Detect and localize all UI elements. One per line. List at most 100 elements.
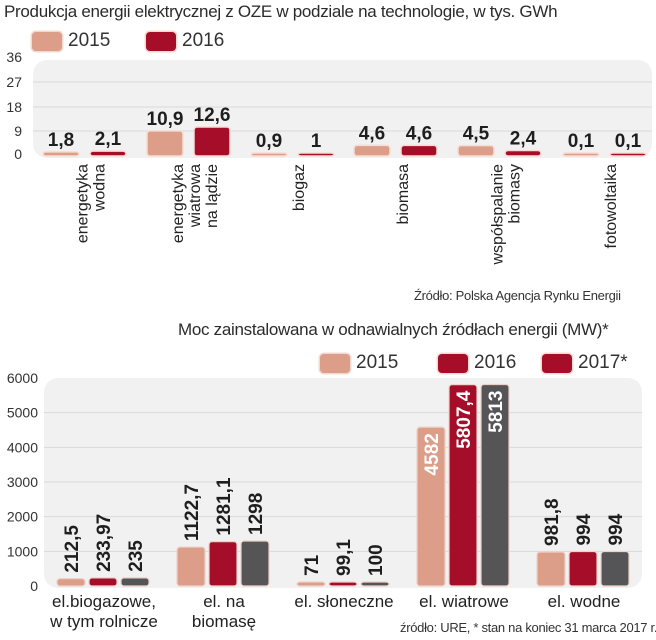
chart2-bar-value-label: 235 (126, 540, 147, 572)
chart1-bar-2015 (562, 152, 600, 157)
chart1-category-label: biogaz (291, 164, 308, 211)
chart2-bar-value-label: 233,97 (94, 514, 115, 572)
chart1-bar-2015 (42, 151, 80, 157)
chart1-category-label: współspalanie (490, 164, 507, 266)
legend-swatch-2015 (32, 31, 62, 51)
chart2-bar-2015 (536, 551, 566, 587)
chart2-bar-value-label: 1298 (246, 493, 267, 535)
chart2-bar-2017 (120, 577, 150, 587)
chart1-bar-value-label: 2,4 (510, 128, 537, 149)
chart2-ytick-label: 3000 (7, 474, 38, 490)
chart1-category-label: wodna (92, 164, 109, 212)
chart2-bar-value-label: 994 (606, 513, 627, 545)
chart2-category-label: w tym rolnicze (49, 612, 158, 631)
chart2-bar-value-label: 4582 (422, 433, 443, 475)
chart1-bar-2016 (193, 126, 231, 157)
chart1-ytick-label: 18 (6, 99, 22, 115)
chart2-bar-value-label: 100 (366, 544, 387, 576)
chart2-bar-2015 (176, 546, 206, 587)
chart1-bar-2015 (457, 144, 495, 157)
chart1-bar-value-label: 0,9 (256, 131, 282, 152)
chart2-bar-value-label: 994 (574, 513, 595, 545)
chart2-bar-value-label: 99,1 (334, 539, 355, 576)
chart1-source: Źródło: Polska Agencja Rynku Energii (414, 288, 621, 303)
chart2-category-label: el. na (203, 592, 245, 611)
chart1-bar-2015 (353, 144, 391, 157)
chart2-bar-value-label: 212,5 (62, 525, 83, 573)
chart2-ytick-label: 1000 (7, 543, 38, 559)
chart1-bar-2016 (400, 144, 438, 157)
chart1-title: Produkcja energii elektrycznej z OZE w p… (4, 2, 558, 21)
chart2-category-label: el. wiatrowe (419, 592, 509, 611)
chart1-ytick-label: 36 (6, 49, 22, 65)
chart2-ytick-label: 4000 (7, 439, 38, 455)
chart2-category-label: biomasę (192, 612, 256, 631)
chart2-category-label: el. słoneczne (294, 592, 393, 611)
chart1-category-label: na lądzie (204, 164, 221, 228)
chart2-bar-2016 (328, 581, 358, 587)
chart2-ytick-label: 2000 (7, 509, 38, 525)
chart2-bar-2016 (208, 540, 238, 587)
legend-label: 2016 (182, 30, 225, 51)
chart2-bar-2015 (296, 581, 326, 587)
chart1-bar-value-label: 4,6 (359, 123, 385, 144)
chart2-title: Moc zainstalowana w odnawialnych źródłac… (178, 320, 609, 339)
chart2-ytick-label: 6000 (7, 370, 38, 386)
legend-label: 2015 (68, 30, 111, 51)
chart1-bar-value-label: 0,1 (568, 131, 595, 152)
chart2-legend-2017: 2017* (542, 352, 628, 374)
chart1-bar-value-label: 12,6 (194, 105, 231, 126)
chart2-ytick-label: 0 (30, 578, 38, 594)
legend-swatch-2016 (146, 31, 176, 51)
chart2-bar-2016 (448, 384, 478, 587)
chart2-bar-value-label: 5813 (486, 390, 507, 432)
chart1-category-label: energetyka (75, 164, 92, 243)
chart1-legend-2015: 2015 (32, 30, 110, 52)
chart2-category-label: el.biogazowe, (52, 592, 156, 611)
chart2-bar-2015 (56, 578, 86, 587)
chart2-legend-2015: 2015 (320, 352, 398, 374)
chart2-bar-value-label: 1122,7 (182, 484, 203, 541)
chart2-bar-2016 (88, 577, 118, 587)
chart2-bar-value-label: 1281,1 (214, 477, 235, 536)
chart2-bar-value-label: 5807,4 (454, 390, 475, 449)
chart2-legend-2016: 2016 (438, 352, 516, 374)
chart2-bar-2017 (480, 383, 510, 587)
chart1-category-label: biomasy (507, 164, 524, 224)
chart1-bar-value-label: 2,1 (95, 129, 122, 150)
chart2-bar-value-label: 71 (302, 554, 323, 576)
chart2-bar-2016 (568, 550, 598, 587)
chart1-category-label: energetyka (170, 164, 187, 243)
chart1-ytick-label: 9 (14, 123, 22, 139)
chart1-bar-value-label: 0,1 (615, 131, 642, 152)
chart1-bar-value-label: 10,9 (147, 109, 184, 130)
chart1-category-label: biomasa (395, 164, 412, 225)
chart2-bar-value-label: 981,8 (542, 498, 563, 546)
chart1-ytick-label: 0 (14, 146, 22, 162)
chart1-ytick-label: 27 (6, 74, 22, 90)
chart1-plot-panel (33, 60, 652, 158)
chart1-bar-2016 (609, 152, 647, 157)
chart1-category-label: wiatrowa (187, 164, 204, 228)
chart2-ytick-label: 5000 (7, 405, 38, 421)
chart2-source: źródło: URE, * stan na koniec 31 marca 2… (400, 620, 656, 635)
chart1-bar-2016 (297, 152, 335, 157)
chart1-bar-2015 (146, 130, 184, 157)
chart1-bar-value-label: 1 (311, 131, 322, 152)
chart1-legend-2016: 2016 (146, 30, 224, 52)
legend-label: 2017* (578, 352, 628, 373)
chart1-bar-value-label: 4,6 (406, 123, 432, 144)
legend-swatch-2016 (438, 353, 468, 373)
chart1-category-label: fotowoltaika (603, 164, 620, 249)
chart2-bar-2017 (600, 550, 630, 587)
chart2-category-label: el. wodne (548, 592, 621, 611)
legend-label: 2016 (474, 352, 517, 373)
chart1-bar-value-label: 1,8 (48, 130, 74, 151)
chart1-bar-2015 (250, 152, 288, 157)
chart2-bar-2017 (360, 581, 390, 587)
chart1-bar-2016 (89, 150, 127, 157)
chart1-bar-value-label: 4,5 (463, 124, 490, 145)
chart2-bar-2015 (416, 426, 446, 587)
legend-swatch-2015 (320, 353, 350, 373)
